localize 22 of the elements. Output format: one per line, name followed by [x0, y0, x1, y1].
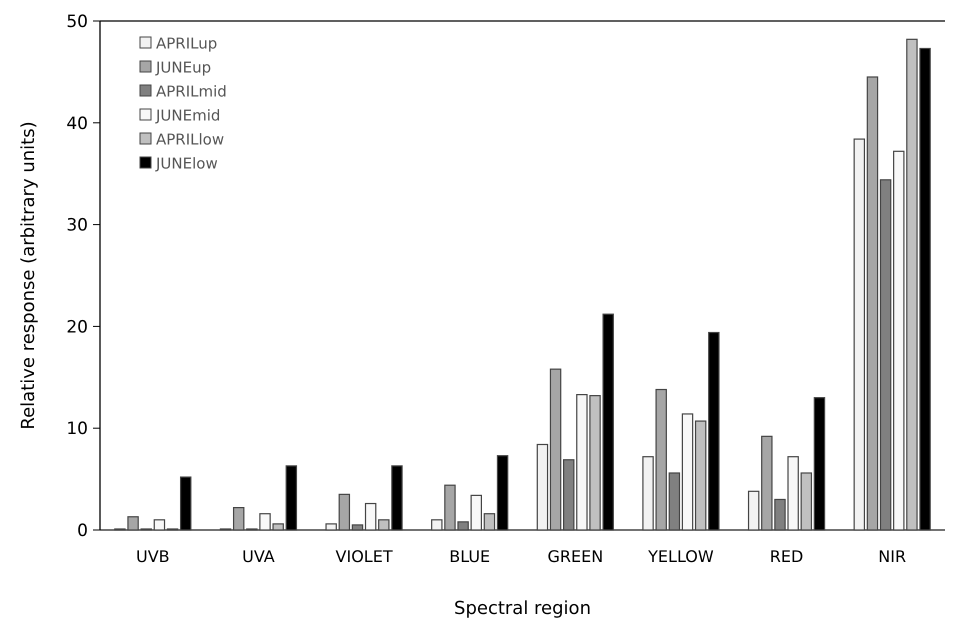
y-tick-label: 30 [66, 216, 88, 236]
x-tick-label: BLUE [449, 547, 490, 566]
legend-label: JUNEup [155, 58, 212, 76]
x-tick-label: UVA [242, 547, 275, 566]
legend-label: APRILmid [156, 82, 227, 100]
legend-label: APRILup [156, 34, 218, 52]
x-tick-label: UVB [136, 547, 170, 566]
y-tick-label: 40 [66, 114, 88, 134]
legend-label: JUNEmid [155, 106, 220, 124]
x-axis-title: Spectral region [454, 598, 591, 619]
x-tick-label: GREEN [547, 547, 604, 566]
x-tick-label: YELLOW [647, 547, 714, 566]
y-tick-label: 10 [66, 419, 88, 440]
y-tick-label: 0 [77, 520, 88, 541]
x-tick-label: RED [770, 547, 804, 566]
x-tick-label: NIR [878, 547, 906, 566]
y-axis-title: Relative response (arbitrary units) [18, 121, 39, 430]
legend-label: JUNElow [155, 154, 218, 172]
x-tick-label: VIOLET [336, 547, 393, 566]
y-tick-label: 50 [66, 12, 88, 32]
legend-label: APRILlow [156, 130, 224, 148]
y-tick-label: 20 [66, 317, 88, 338]
